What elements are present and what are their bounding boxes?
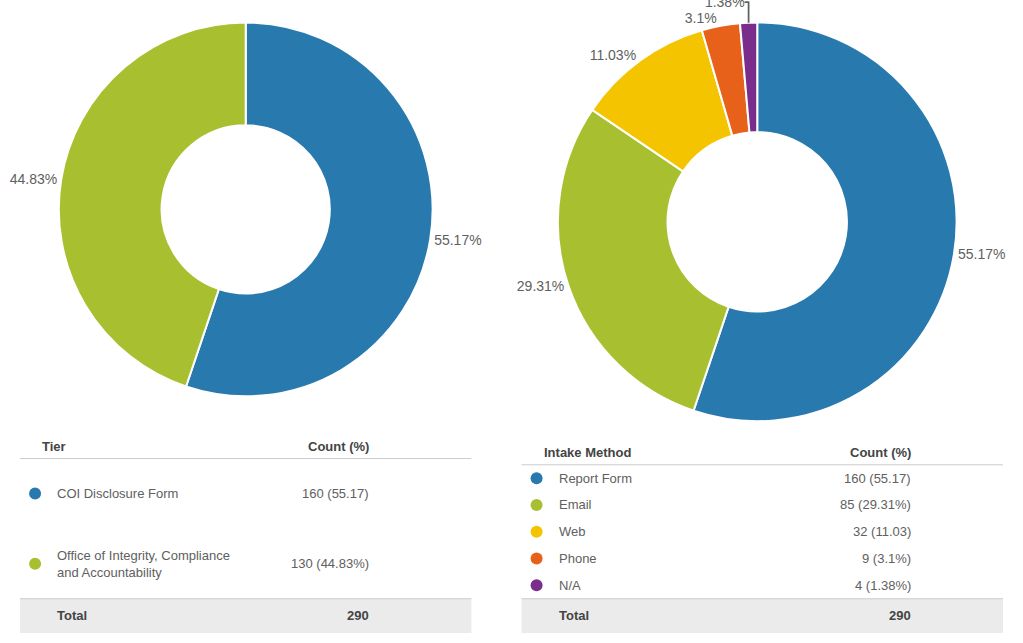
svg-text:55.17%: 55.17%: [434, 232, 481, 248]
svg-text:Web: Web: [559, 524, 586, 539]
svg-text:Count (%): Count (%): [850, 445, 911, 460]
svg-text:Total: Total: [57, 608, 87, 623]
svg-text:29.31%: 29.31%: [517, 278, 564, 294]
svg-text:3.1%: 3.1%: [685, 10, 717, 26]
svg-text:32 (11.03): 32 (11.03): [853, 524, 911, 539]
svg-text:Office of Integrity, Complianc: Office of Integrity, Complianceand Accou…: [57, 548, 230, 580]
svg-text:85 (29.31%): 85 (29.31%): [840, 497, 911, 512]
svg-text:Tier: Tier: [42, 439, 66, 454]
svg-text:Total: Total: [559, 608, 589, 623]
svg-text:Count (%): Count (%): [308, 439, 369, 454]
svg-text:55.17%: 55.17%: [958, 246, 1005, 262]
svg-text:COI Disclosure Form: COI Disclosure Form: [57, 486, 178, 501]
svg-text:Report Form: Report Form: [559, 471, 632, 486]
svg-text:290: 290: [347, 608, 369, 623]
svg-text:44.83%: 44.83%: [10, 171, 57, 187]
svg-text:Phone: Phone: [559, 551, 597, 566]
svg-text:Email: Email: [559, 497, 592, 512]
svg-text:Intake Method: Intake Method: [544, 445, 631, 460]
svg-text:9 (3.1%): 9 (3.1%): [862, 551, 911, 566]
svg-text:130 (44.83%): 130 (44.83%): [291, 556, 369, 571]
svg-text:290: 290: [889, 608, 911, 623]
svg-text:160 (55.17): 160 (55.17): [844, 471, 911, 486]
svg-text:N/A: N/A: [559, 578, 581, 593]
svg-text:4 (1.38%): 4 (1.38%): [855, 578, 911, 593]
svg-text:160 (55.17): 160 (55.17): [302, 486, 369, 501]
svg-text:11.03%: 11.03%: [590, 47, 636, 63]
svg-text:1.38%: 1.38%: [705, 0, 745, 10]
